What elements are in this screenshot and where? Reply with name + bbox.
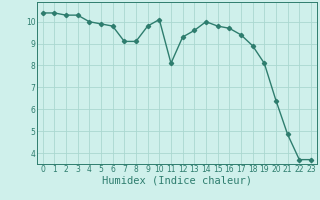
X-axis label: Humidex (Indice chaleur): Humidex (Indice chaleur) <box>102 176 252 186</box>
